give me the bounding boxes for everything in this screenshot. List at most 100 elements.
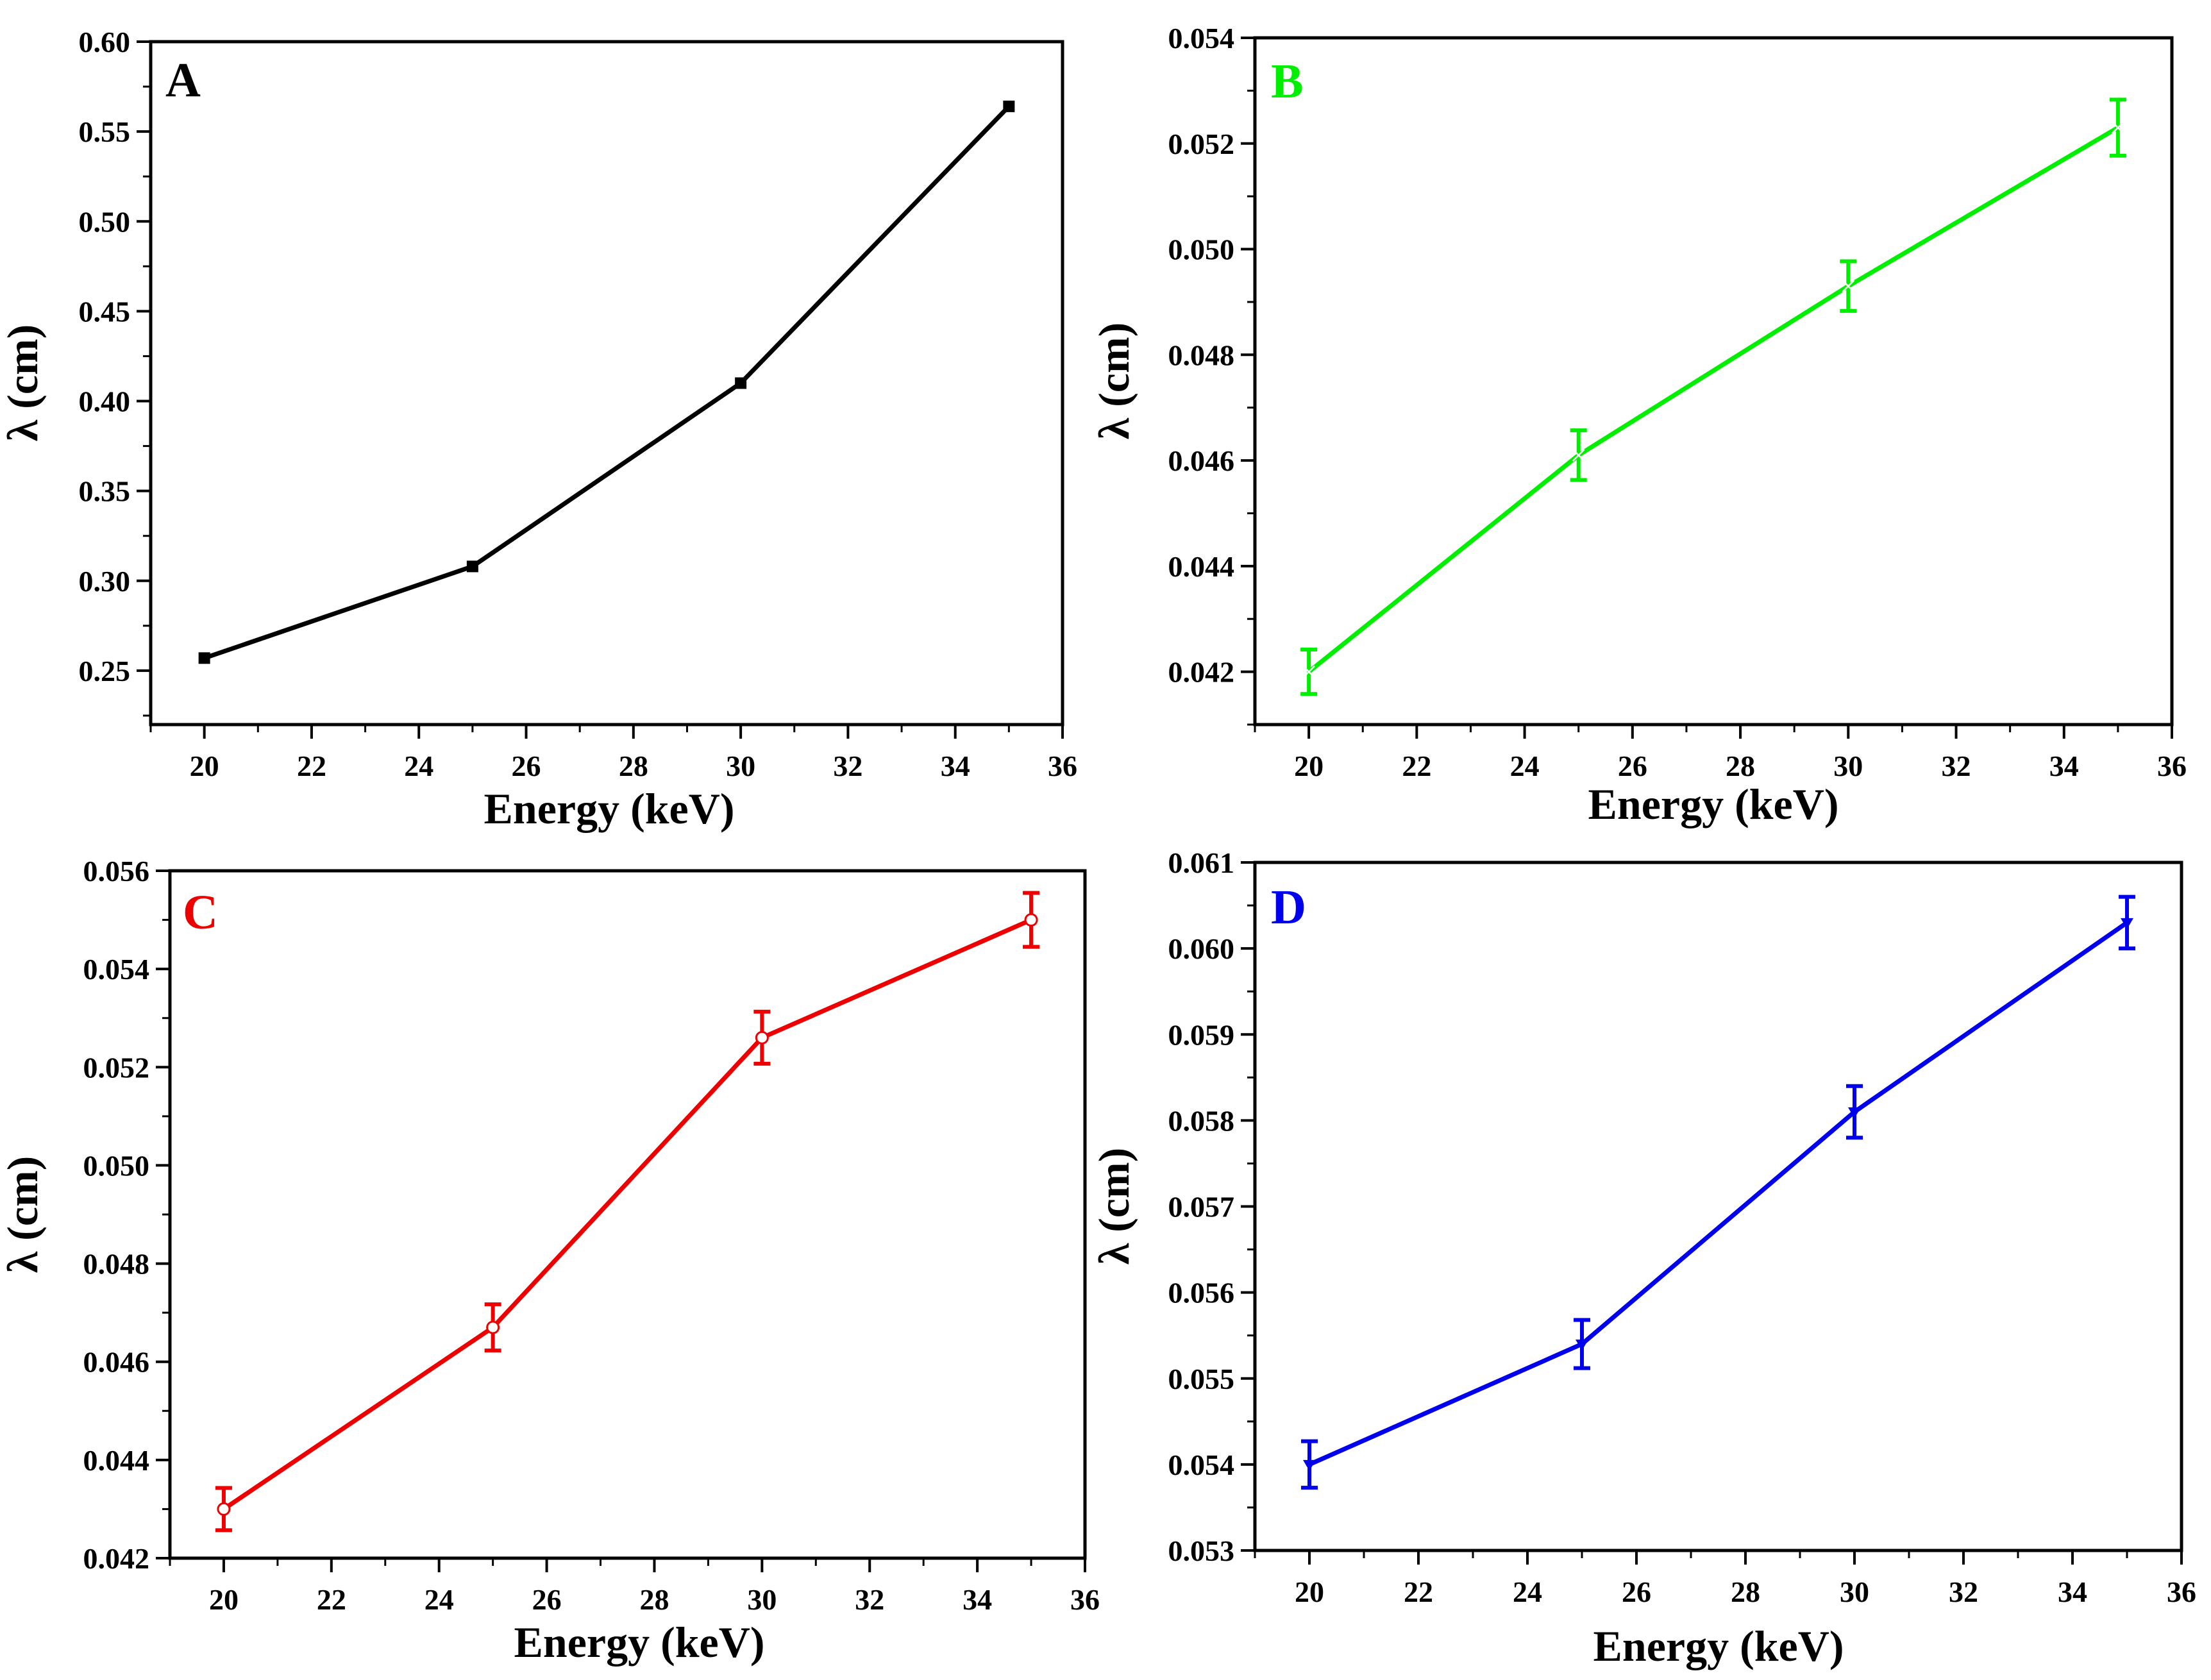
- x-tick-label: 34: [963, 1583, 992, 1616]
- data-point: [2121, 918, 2133, 929]
- x-tick-label: 22: [1404, 1575, 1433, 1608]
- x-tick-label: 20: [1295, 1575, 1324, 1608]
- x-tick-label: 36: [2167, 1575, 2196, 1608]
- series-line: [203, 105, 1011, 660]
- x-tick-label: 24: [1510, 750, 1540, 782]
- x-tick-label: 34: [941, 750, 970, 782]
- x-tick-label: 20: [209, 1583, 239, 1616]
- y-tick-label: 0.054: [83, 953, 150, 986]
- x-axis-title: Energy (keV): [1593, 1622, 1844, 1670]
- x-tick-label: 34: [2049, 750, 2079, 782]
- data-point: [1003, 100, 1015, 112]
- x-tick-label: 28: [1726, 750, 1755, 782]
- x-tick-label: 28: [619, 750, 648, 782]
- plot-frame: [1253, 861, 2183, 1552]
- y-tick-label: 0.054: [1168, 22, 1235, 55]
- y-tick-label: 0.052: [1168, 128, 1235, 160]
- y-tick-label: 0.046: [1168, 444, 1235, 477]
- y-tick-label: 0.044: [1168, 550, 1235, 583]
- x-tick-label: 28: [1731, 1575, 1760, 1608]
- y-tick-label: 0.60: [79, 26, 131, 58]
- y-tick-label: 0.050: [83, 1149, 150, 1182]
- panel-b: 20 22 24 26 28 30 32 34 36 0.042 0.044 0.046 0.048 0.…: [1089, 22, 2187, 828]
- data-point: [1302, 665, 1316, 678]
- y-axis-title: λ (cm): [0, 324, 47, 442]
- data-point: [198, 652, 210, 664]
- y-tick-label: 0.25: [79, 655, 131, 687]
- data-point: [466, 560, 478, 573]
- y-tick-label: 0.044: [83, 1444, 150, 1477]
- y-axis-title: λ (cm): [1089, 1148, 1138, 1265]
- y-tick-label: 0.45: [79, 295, 131, 328]
- y-tick-label: 0.058: [1168, 1104, 1235, 1137]
- y-tick-label: 0.057: [1168, 1191, 1235, 1223]
- y-axis-title: λ (cm): [1089, 323, 1138, 440]
- data-point: [1572, 448, 1585, 462]
- y-tick-label: 0.055: [1168, 1363, 1235, 1395]
- panel-letter: B: [1271, 55, 1304, 108]
- x-tick-label: 32: [1949, 1575, 1978, 1608]
- y-tick-label: 0.056: [1168, 1277, 1235, 1309]
- data-point: [735, 377, 747, 389]
- panel-letter: D: [1271, 880, 1306, 934]
- x-tick-label: 22: [1402, 750, 1431, 782]
- y-tick-label: 0.052: [83, 1051, 150, 1084]
- y-tick-label: 0.054: [1168, 1449, 1235, 1481]
- x-tick-label: 30: [1833, 750, 1863, 782]
- x-tick-label: 32: [833, 750, 862, 782]
- x-tick-label: 36: [2157, 750, 2187, 782]
- y-tick-label: 0.042: [1168, 656, 1235, 689]
- x-axis-title: Energy (keV): [1588, 780, 1839, 828]
- panel-letter: C: [183, 886, 218, 939]
- y-tick-label: 0.050: [1168, 233, 1235, 266]
- plot-frame: [1253, 36, 2174, 727]
- data-point: [1303, 1459, 1316, 1471]
- series-line: [1307, 126, 2119, 674]
- x-axis-title: Energy (keV): [514, 1618, 765, 1667]
- x-tick-label: 24: [1513, 1575, 1542, 1608]
- y-tick-label: 0.35: [79, 475, 131, 508]
- panel-letter: A: [165, 53, 201, 107]
- y-tick-label: 0.55: [79, 115, 131, 148]
- x-tick-label: 26: [512, 750, 541, 782]
- y-tick-label: 0.042: [83, 1542, 150, 1575]
- x-tick-label: 30: [747, 1583, 777, 1616]
- x-tick-label: 34: [2058, 1575, 2087, 1608]
- x-tick-label: 20: [1294, 750, 1324, 782]
- data-point: [2111, 121, 2124, 134]
- x-tick-label: 32: [1942, 750, 1971, 782]
- x-tick-label: 28: [639, 1583, 669, 1616]
- x-tick-label: 22: [317, 1583, 346, 1616]
- x-tick-label: 22: [297, 750, 326, 782]
- data-point: [1842, 280, 1855, 293]
- x-tick-label: 30: [1840, 1575, 1869, 1608]
- data-point: [486, 1320, 500, 1334]
- y-tick-label: 0.048: [1168, 339, 1235, 371]
- x-tick-label: 36: [1048, 750, 1077, 782]
- y-tick-label: 0.40: [79, 385, 131, 418]
- x-axis-title: Energy (keV): [484, 784, 735, 833]
- x-tick-label: 24: [425, 1583, 454, 1616]
- x-tick-label: 32: [855, 1583, 884, 1616]
- data-point: [217, 1502, 231, 1516]
- data-point: [1024, 913, 1038, 927]
- data-point: [755, 1030, 769, 1045]
- x-tick-label: 24: [404, 750, 433, 782]
- x-tick-label: 26: [1618, 750, 1647, 782]
- series-line: [1308, 921, 2128, 1467]
- y-axis-title: λ (cm): [0, 1156, 47, 1273]
- x-tick-label: 26: [1622, 1575, 1651, 1608]
- y-tick-label: 0.056: [83, 855, 150, 887]
- x-tick-label: 26: [532, 1583, 562, 1616]
- y-tick-label: 0.048: [83, 1248, 150, 1281]
- y-tick-label: 0.053: [1168, 1534, 1235, 1567]
- y-tick-label: 0.50: [79, 205, 131, 238]
- y-tick-label: 0.046: [83, 1346, 150, 1379]
- data-point: [1848, 1107, 1861, 1118]
- panel-d: 20 22 24 26 28 30 32 34 36 0.053 0.054 0.055 0.056 0.…: [1089, 846, 2196, 1670]
- y-tick-label: 0.060: [1168, 932, 1235, 965]
- data-point: [1576, 1340, 1588, 1351]
- series-line: [222, 918, 1032, 1511]
- x-tick-label: 36: [1070, 1583, 1100, 1616]
